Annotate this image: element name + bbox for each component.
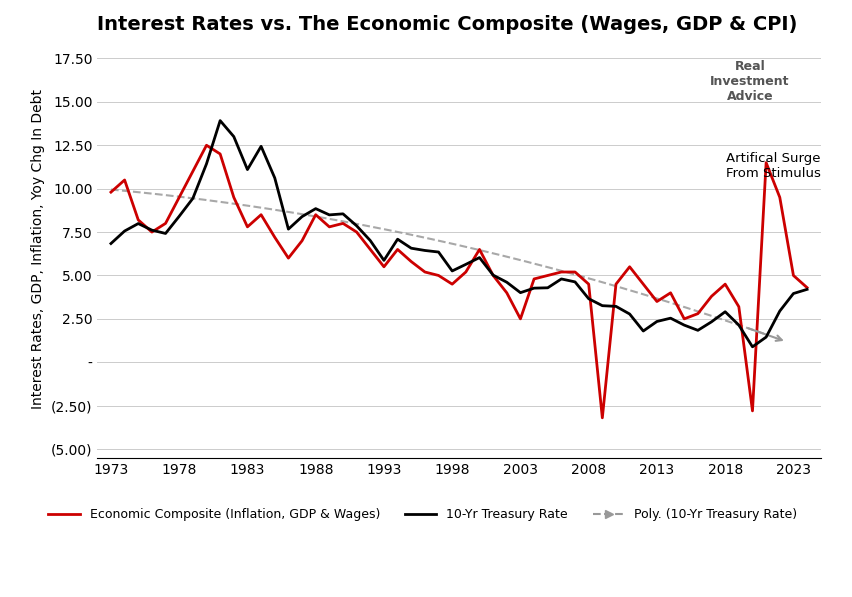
Legend: Economic Composite (Inflation, GDP & Wages), 10-Yr Treasury Rate, Poly. (10-Yr T: Economic Composite (Inflation, GDP & Wag… [43,503,803,527]
Y-axis label: Interest Rates, GDP, Inflation, Yoy Chg In Debt: Interest Rates, GDP, Inflation, Yoy Chg … [32,90,45,410]
Text: Artifical Surge
From Stimulus: Artifical Surge From Stimulus [726,152,820,180]
Text: Interest Rates vs. The Economic Composite (Wages, GDP & CPI): Interest Rates vs. The Economic Composit… [97,15,797,34]
Text: Real
Investment
Advice: Real Investment Advice [710,60,790,103]
